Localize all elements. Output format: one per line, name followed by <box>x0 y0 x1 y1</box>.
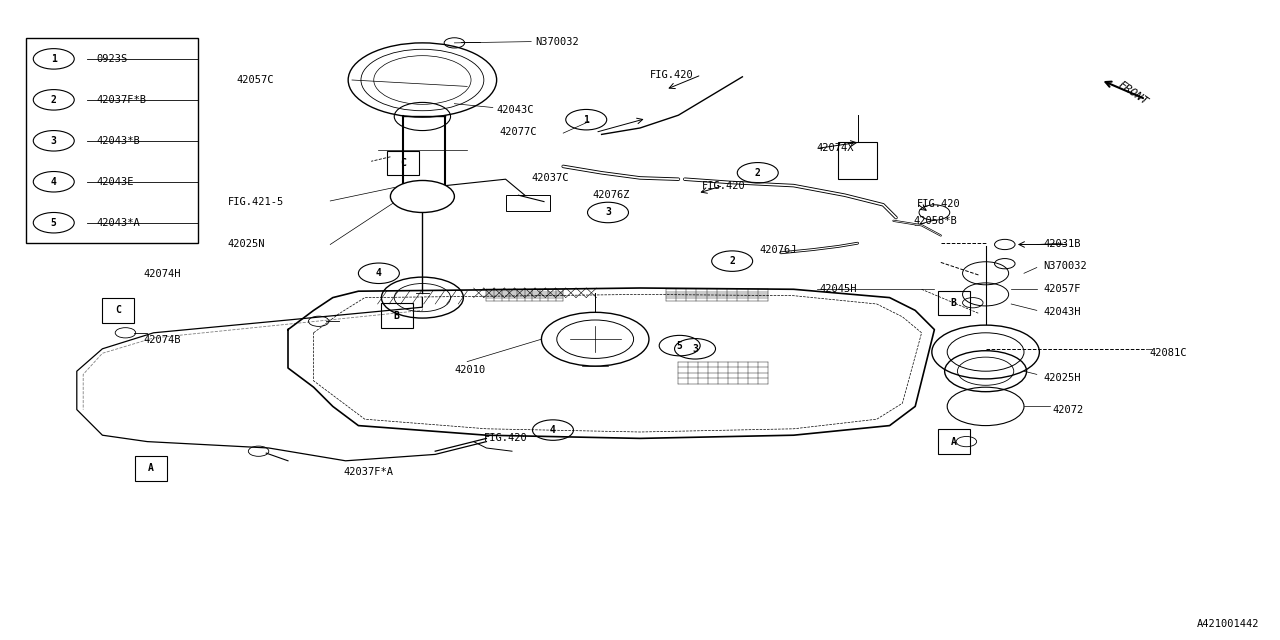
Text: 3: 3 <box>51 136 56 146</box>
Bar <box>506 195 550 211</box>
Text: 2: 2 <box>730 256 735 266</box>
Text: C: C <box>115 305 120 316</box>
Text: 42025N: 42025N <box>228 239 265 250</box>
Text: 42037F*A: 42037F*A <box>343 467 393 477</box>
Bar <box>838 142 877 179</box>
Text: 5: 5 <box>677 340 682 351</box>
Text: 42072: 42072 <box>1052 404 1083 415</box>
Circle shape <box>390 180 454 212</box>
Text: 42057C: 42057C <box>237 75 274 85</box>
Text: B: B <box>951 298 956 308</box>
Text: 42074X: 42074X <box>817 143 854 154</box>
Bar <box>26 38 198 243</box>
Text: 42077C: 42077C <box>499 127 536 138</box>
Text: N370032: N370032 <box>1043 260 1087 271</box>
Text: 3: 3 <box>692 344 698 354</box>
Text: A421001442: A421001442 <box>1197 619 1260 629</box>
Text: FIG.420: FIG.420 <box>916 198 960 209</box>
Text: 42043*A: 42043*A <box>96 218 140 228</box>
Text: A: A <box>148 463 154 474</box>
Text: 42045H: 42045H <box>819 284 856 294</box>
Text: 42043C: 42043C <box>497 105 534 115</box>
Text: FIG.420: FIG.420 <box>484 433 527 444</box>
Text: 4: 4 <box>51 177 56 187</box>
Text: FRONT: FRONT <box>1116 79 1149 107</box>
Text: 1: 1 <box>584 115 589 125</box>
Text: 42037C: 42037C <box>531 173 568 183</box>
Text: 42043*B: 42043*B <box>96 136 140 146</box>
Text: 42031B: 42031B <box>1043 239 1080 250</box>
Text: 2: 2 <box>51 95 56 105</box>
Text: 3: 3 <box>605 207 611 218</box>
Text: 0923S: 0923S <box>96 54 127 64</box>
Text: 4: 4 <box>550 425 556 435</box>
Text: 42081C: 42081C <box>1149 348 1187 358</box>
Text: FIG.420: FIG.420 <box>701 180 745 191</box>
Text: A: A <box>951 436 956 447</box>
Text: 42010: 42010 <box>454 365 485 375</box>
Text: 42043H: 42043H <box>1043 307 1080 317</box>
Text: 42037F*B: 42037F*B <box>96 95 146 105</box>
Text: B: B <box>394 310 399 321</box>
Text: N370032: N370032 <box>535 37 579 47</box>
Text: FIG.420: FIG.420 <box>650 70 694 80</box>
Text: FIG.421-5: FIG.421-5 <box>228 196 284 207</box>
Text: 42025H: 42025H <box>1043 372 1080 383</box>
Text: 42057F: 42057F <box>1043 284 1080 294</box>
Text: 42076J: 42076J <box>759 244 796 255</box>
Text: 5: 5 <box>51 218 56 228</box>
Text: 4: 4 <box>376 268 381 278</box>
Text: 1: 1 <box>51 54 56 64</box>
Text: 42074H: 42074H <box>143 269 180 279</box>
Text: 42074B: 42074B <box>143 335 180 346</box>
Text: 42043E: 42043E <box>96 177 133 187</box>
Text: C: C <box>401 158 406 168</box>
Text: 42058*B: 42058*B <box>914 216 957 226</box>
Text: 2: 2 <box>755 168 760 178</box>
Text: 42076Z: 42076Z <box>593 190 630 200</box>
